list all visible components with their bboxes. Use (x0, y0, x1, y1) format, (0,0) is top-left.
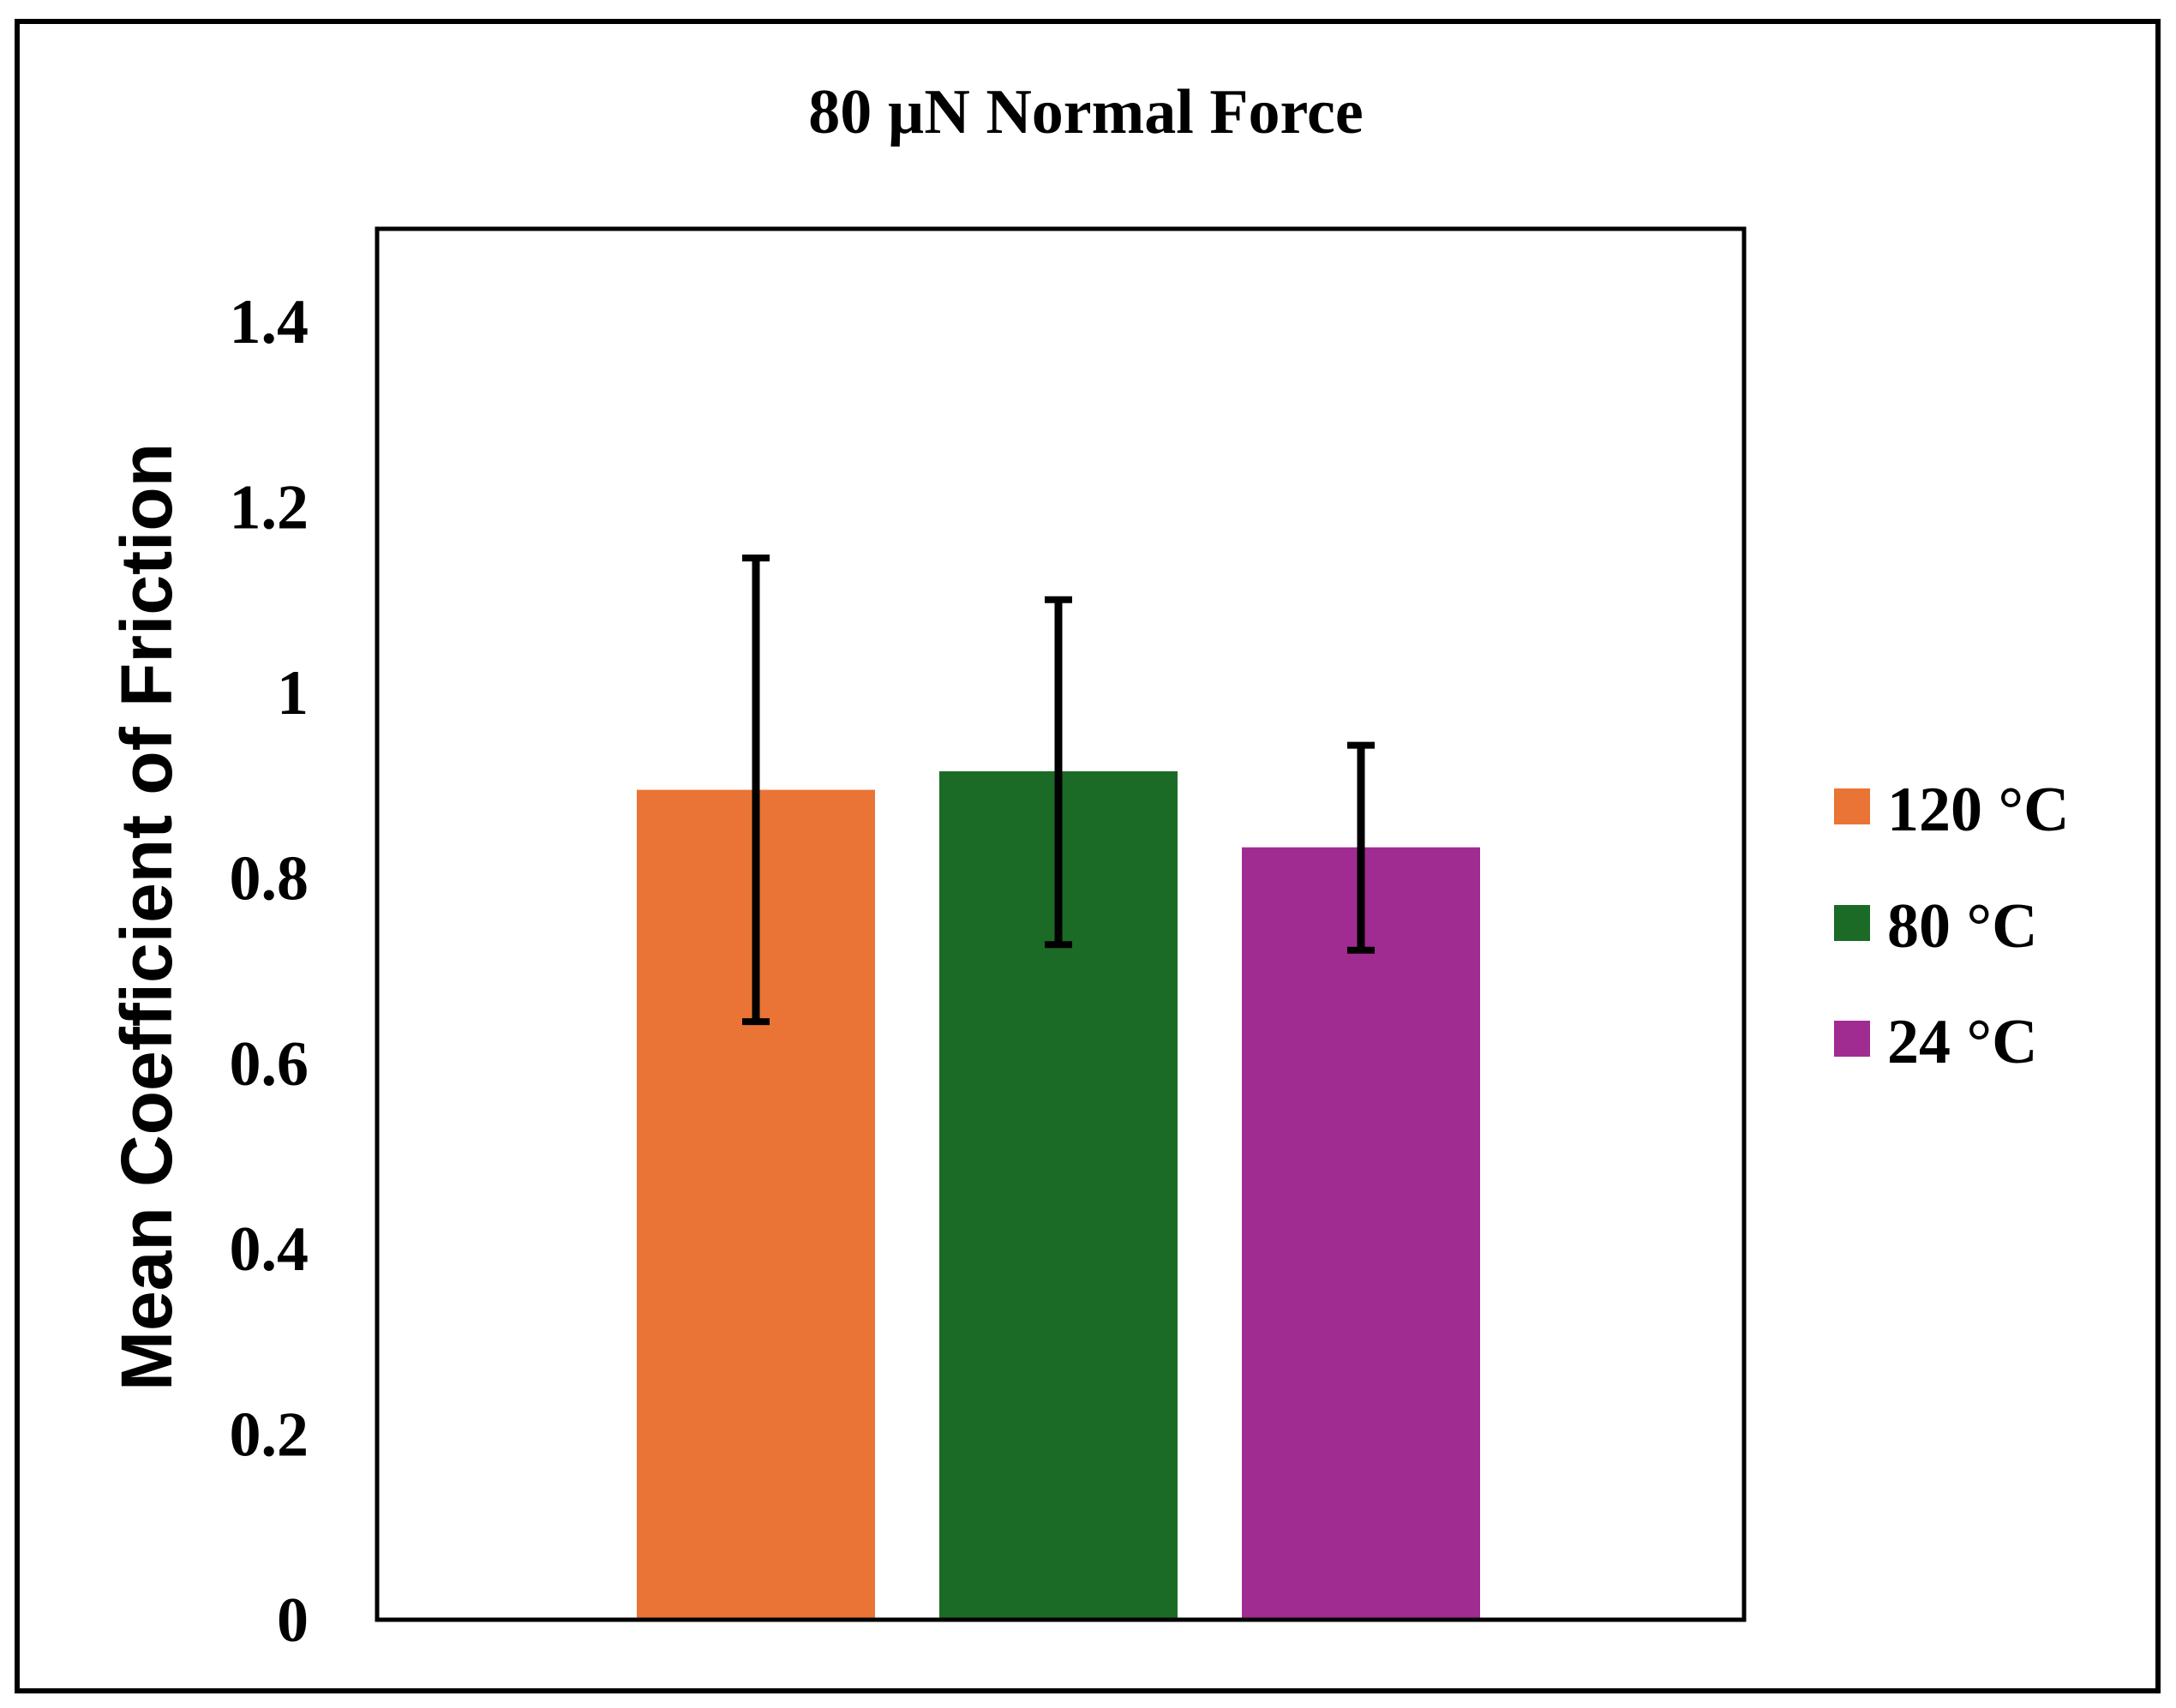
legend: 120 °C 80 °C 24 °C (1834, 775, 2070, 1077)
y-axis-label: Mean Coefficient of Friction (106, 443, 187, 1391)
legend-swatch (1834, 905, 1870, 941)
y-tick-labels: 0 0.2 0.4 0.6 0.8 1 1.2 1.4 (230, 287, 309, 1656)
error-bars (742, 554, 1375, 1026)
y-tick-label: 1.4 (230, 287, 309, 357)
y-tick-label: 1 (277, 658, 309, 728)
bar (1242, 847, 1480, 1620)
legend-label: 24 °C (1887, 1007, 2038, 1077)
y-tick-label: 0.6 (230, 1029, 309, 1100)
y-tick-label: 1.2 (230, 473, 309, 543)
y-tick-label: 0.8 (230, 843, 309, 914)
y-tick-label: 0.2 (230, 1400, 309, 1471)
chart-title: 80 µN Normal Force (808, 77, 1363, 147)
legend-swatch (1834, 788, 1870, 824)
plot-area-border (375, 226, 1747, 1622)
legend-label: 80 °C (1887, 891, 2038, 962)
y-tick-label: 0.4 (230, 1214, 309, 1285)
legend-swatch (1834, 1021, 1870, 1057)
legend-label: 120 °C (1887, 775, 2070, 845)
y-tick-label: 0 (277, 1585, 309, 1656)
